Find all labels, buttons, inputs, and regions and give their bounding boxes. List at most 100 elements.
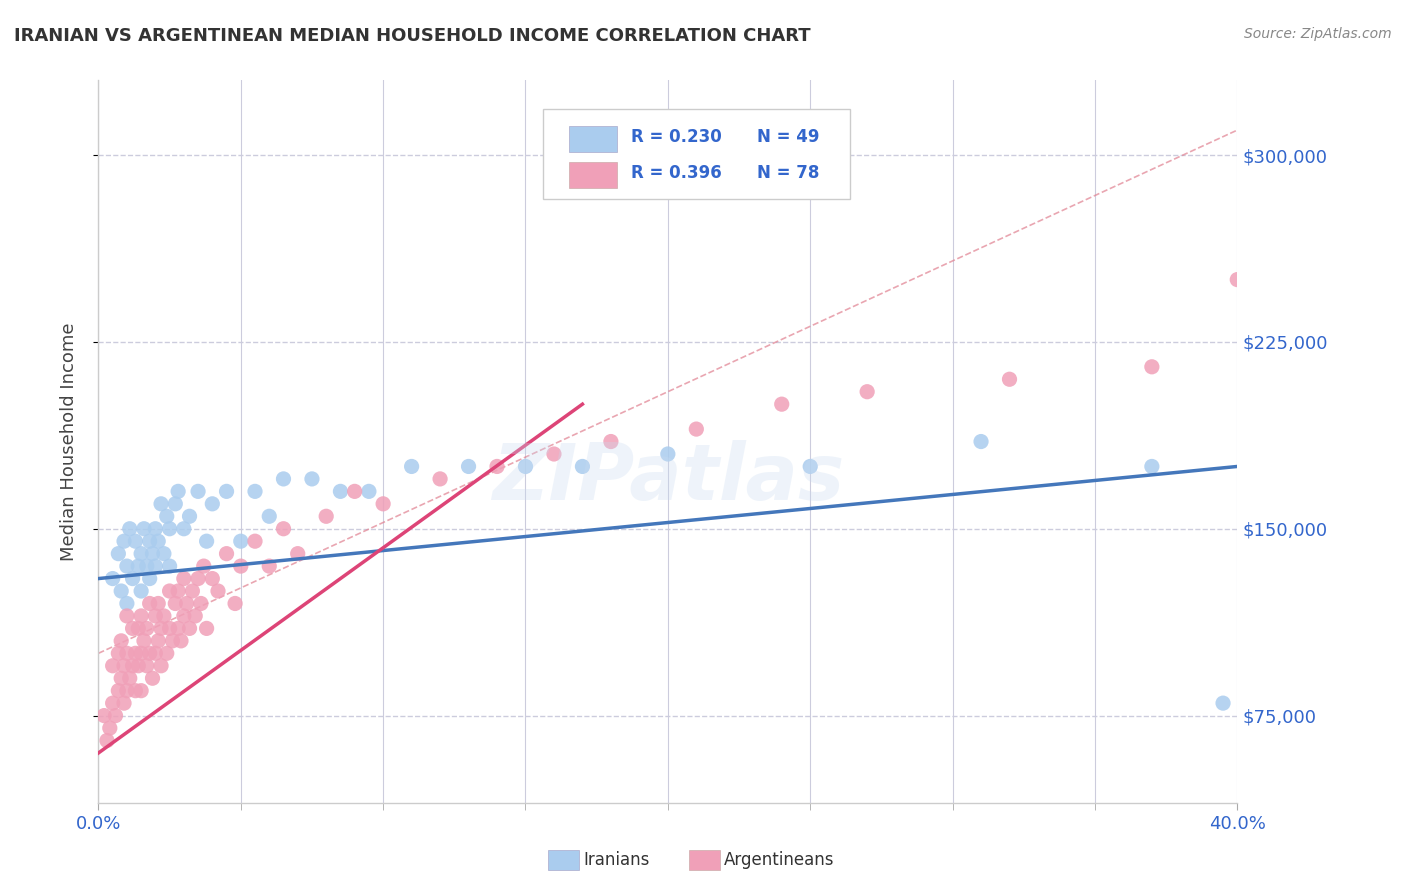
Point <box>207 584 229 599</box>
Point <box>148 633 170 648</box>
Point <box>486 459 509 474</box>
Point <box>201 572 224 586</box>
Point <box>138 646 160 660</box>
Point <box>1226 272 1249 286</box>
Point <box>145 609 167 624</box>
Point <box>138 572 160 586</box>
Point <box>600 434 623 449</box>
Point <box>1212 696 1234 710</box>
FancyBboxPatch shape <box>543 109 851 200</box>
Point <box>685 422 707 436</box>
Point <box>215 484 238 499</box>
Point <box>970 434 993 449</box>
Point <box>112 696 135 710</box>
Point <box>181 584 204 599</box>
Point <box>124 646 146 660</box>
Text: N = 49: N = 49 <box>756 128 820 146</box>
Point <box>112 658 135 673</box>
Point <box>138 534 160 549</box>
Point <box>150 658 173 673</box>
Point <box>429 472 451 486</box>
Point <box>115 609 138 624</box>
FancyBboxPatch shape <box>569 126 617 152</box>
Point <box>165 597 187 611</box>
Text: Source: ZipAtlas.com: Source: ZipAtlas.com <box>1244 27 1392 41</box>
Point <box>195 621 218 635</box>
Point <box>96 733 118 747</box>
Text: Argentineans: Argentineans <box>724 851 835 869</box>
Point <box>112 534 135 549</box>
Point <box>121 621 143 635</box>
Text: R = 0.230: R = 0.230 <box>631 128 723 146</box>
Point <box>287 547 309 561</box>
Point <box>159 559 181 574</box>
Point <box>162 633 184 648</box>
Point <box>657 447 679 461</box>
Point <box>98 721 121 735</box>
Point <box>159 584 181 599</box>
Point <box>132 633 155 648</box>
Point <box>170 633 193 648</box>
Point <box>165 497 187 511</box>
Point <box>145 559 167 574</box>
Point <box>187 484 209 499</box>
Point <box>132 522 155 536</box>
Point <box>138 597 160 611</box>
Point <box>115 646 138 660</box>
Point <box>148 597 170 611</box>
Point <box>329 484 352 499</box>
Point <box>543 447 565 461</box>
Point <box>129 584 152 599</box>
Point <box>173 609 195 624</box>
Point <box>243 534 266 549</box>
Point <box>173 522 195 536</box>
Point <box>515 459 537 474</box>
Point <box>129 646 152 660</box>
Point <box>148 534 170 549</box>
Point <box>373 497 395 511</box>
Point <box>153 609 176 624</box>
Point <box>167 484 190 499</box>
Point <box>141 547 163 561</box>
Point <box>93 708 115 723</box>
Point <box>229 559 252 574</box>
Point <box>401 459 423 474</box>
Point <box>179 621 201 635</box>
Text: ZIPatlas: ZIPatlas <box>492 440 844 516</box>
Point <box>110 584 132 599</box>
Point <box>124 683 146 698</box>
Point <box>115 559 138 574</box>
Point <box>118 671 141 685</box>
Point <box>110 671 132 685</box>
Point <box>184 609 207 624</box>
Point <box>998 372 1021 386</box>
Point <box>315 509 337 524</box>
Point <box>179 509 201 524</box>
Point <box>127 658 149 673</box>
Point <box>107 683 129 698</box>
Point <box>101 696 124 710</box>
Point <box>110 633 132 648</box>
Point <box>145 646 167 660</box>
Point <box>115 683 138 698</box>
Point <box>141 671 163 685</box>
Point <box>167 584 190 599</box>
Point <box>129 547 152 561</box>
Point <box>357 484 380 499</box>
Point <box>343 484 366 499</box>
Point <box>167 621 190 635</box>
Point <box>193 559 215 574</box>
Point <box>156 509 179 524</box>
Point <box>1140 359 1163 374</box>
Point <box>457 459 479 474</box>
Point <box>127 559 149 574</box>
Point <box>176 597 198 611</box>
Text: R = 0.396: R = 0.396 <box>631 164 723 183</box>
Text: Iranians: Iranians <box>583 851 650 869</box>
Point <box>101 572 124 586</box>
Point <box>159 621 181 635</box>
FancyBboxPatch shape <box>569 162 617 188</box>
Point <box>135 559 157 574</box>
Point <box>145 522 167 536</box>
Point <box>150 621 173 635</box>
